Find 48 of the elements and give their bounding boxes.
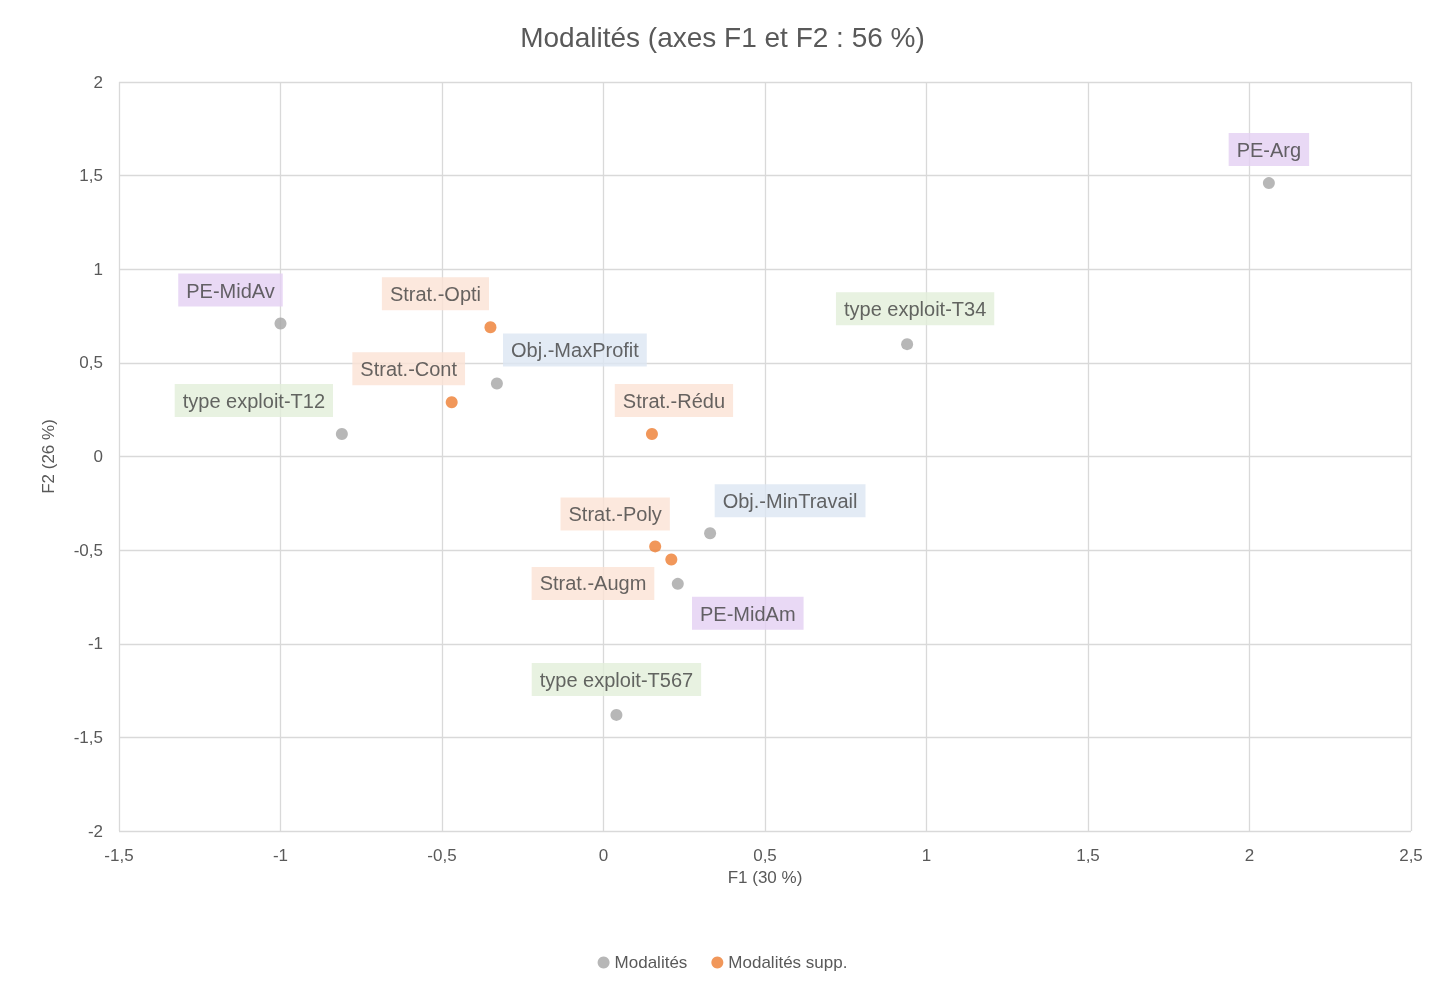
data-label: type exploit-T12 bbox=[182, 390, 326, 413]
point bbox=[484, 321, 497, 334]
x-tick-label: 1 bbox=[921, 846, 932, 865]
y-tick-label: 2 bbox=[93, 72, 103, 92]
point bbox=[610, 708, 623, 721]
point bbox=[335, 428, 348, 441]
x-tick-label: 2,5 bbox=[1399, 846, 1423, 865]
x-tick-label: 1,5 bbox=[1076, 846, 1100, 865]
legend-label: Modalités bbox=[614, 953, 688, 972]
data-label: Strat.-Poly bbox=[568, 503, 662, 526]
point bbox=[649, 540, 662, 553]
point bbox=[490, 377, 503, 390]
y-tick-label: 1 bbox=[93, 259, 103, 279]
x-axis-title: F1 (30 %) bbox=[727, 868, 803, 887]
data-label: Obj.-MinTravail bbox=[722, 490, 858, 513]
y-tick-label: 0,5 bbox=[79, 353, 103, 373]
data-label: PE-MidAv bbox=[186, 279, 275, 302]
x-tick-label: -0,5 bbox=[427, 846, 457, 865]
point bbox=[665, 553, 678, 566]
data-label: Strat.-Rédu bbox=[622, 390, 726, 413]
point bbox=[445, 396, 458, 409]
data-label: Strat.-Cont bbox=[360, 358, 458, 381]
point bbox=[645, 428, 658, 441]
y-tick-label: -1,5 bbox=[73, 727, 103, 747]
data-label: PE-Arg bbox=[1236, 139, 1302, 162]
y-axis-title: F2 (26 %) bbox=[39, 419, 58, 494]
y-tick-label: 1,5 bbox=[79, 166, 103, 186]
chart-title: Modalités (axes F1 et F2 : 56 %) bbox=[520, 21, 925, 53]
data-label: type exploit-T34 bbox=[843, 298, 987, 321]
x-tick-label: 0 bbox=[598, 846, 609, 865]
y-tick-label: -2 bbox=[87, 821, 103, 841]
point bbox=[901, 338, 914, 351]
point bbox=[671, 577, 684, 590]
x-tick-label: 2 bbox=[1244, 846, 1255, 865]
x-tick-label: 0,5 bbox=[753, 846, 777, 865]
data-label: PE-MidAm bbox=[700, 602, 796, 625]
data-label: Strat.-Opti bbox=[389, 283, 482, 306]
data-label: Strat.-Augm bbox=[539, 572, 647, 595]
legend-label: Modalités supp. bbox=[728, 953, 848, 972]
point bbox=[1262, 177, 1275, 190]
point bbox=[274, 317, 287, 330]
y-tick-label: -1 bbox=[87, 634, 103, 654]
data-label: Obj.-MaxProfit bbox=[511, 339, 640, 362]
y-tick-label: -0,5 bbox=[73, 540, 103, 560]
point bbox=[704, 527, 717, 540]
y-tick-label: 0 bbox=[93, 447, 103, 466]
data-label: type exploit-T567 bbox=[539, 668, 694, 691]
x-tick-label: -1 bbox=[272, 846, 289, 865]
